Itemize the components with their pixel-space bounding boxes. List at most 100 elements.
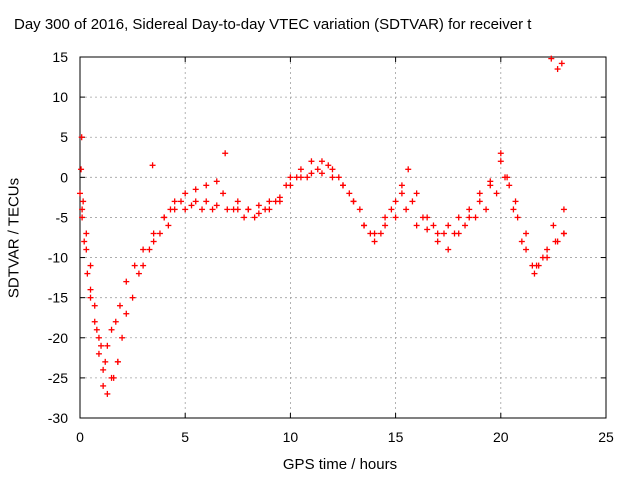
plot-frame [79,56,607,419]
data-point [119,334,126,341]
y-tick-label: 15 [52,49,68,65]
data-point [346,190,353,197]
data-point [177,198,184,205]
data-point [377,230,384,237]
data-point [150,230,157,237]
data-point [104,342,111,349]
data-point [123,278,130,285]
data-point [251,214,258,221]
data-point [213,202,220,209]
data-point [398,190,405,197]
data-point [497,150,504,157]
data-point [112,318,119,325]
x-tick-label: 0 [76,429,84,445]
data-point [392,214,399,221]
data-point [192,198,199,205]
data-point [405,166,412,173]
data-point [224,206,231,213]
y-tick-label: 10 [52,89,68,105]
data-point [149,162,156,169]
data-point [403,206,410,213]
data-point [560,230,567,237]
y-axis-label: SDTVAR / TECUs [5,177,23,299]
data-point [558,60,565,67]
x-axis-label: GPS time / hours [282,456,398,473]
data-point [371,238,378,245]
data-point [388,206,395,213]
data-point [318,158,325,165]
data-point [203,198,210,205]
data-point [392,198,399,205]
data-point [108,374,115,381]
data-point [192,186,199,193]
data-point [188,202,195,209]
data-point [329,174,336,181]
data-point [472,214,479,221]
data-point [165,222,172,229]
data-point [100,366,107,373]
x-tick-label: 5 [181,429,189,445]
data-point [544,246,551,253]
data-point [114,358,121,365]
data-point [318,170,325,177]
data-point [77,190,83,197]
data-point [203,182,210,189]
data-point [104,390,111,397]
data-point [84,270,91,277]
data-point [308,170,315,177]
data-point [304,174,311,181]
data-point [102,358,109,365]
data-point [287,174,294,181]
data-point [156,230,163,237]
data-point [98,342,105,349]
data-point [116,302,123,309]
x-tick-label: 15 [388,429,404,445]
data-point [518,238,525,245]
data-point [497,158,504,165]
y-tick-label: 5 [60,129,68,145]
data-point [100,382,107,389]
data-point [531,270,538,277]
data-point [554,66,561,73]
data-point [329,166,336,173]
data-point [81,238,88,245]
data-point [83,230,90,237]
data-point [234,198,241,205]
data-point [487,182,494,189]
data-point [476,198,483,205]
data-point [135,270,142,277]
x-tick-label: 25 [598,429,614,445]
y-tick-label: -5 [56,209,69,225]
data-point [272,198,279,205]
y-tick-label: -15 [48,290,68,306]
data-point [466,214,473,221]
data-point [523,246,530,253]
data-point [220,190,227,197]
data-point [131,262,138,269]
data-point [506,182,513,189]
data-point [108,326,115,333]
data-point [445,222,452,229]
data-point [548,55,555,62]
data-point [79,214,86,221]
data-point [512,198,519,205]
data-point [95,334,102,341]
data-point [78,166,85,173]
data-point [382,222,389,229]
data-point [150,238,157,245]
data-point [314,166,321,173]
data-point [93,326,100,333]
data-point [222,150,229,157]
data-point [230,206,237,213]
data-point [361,222,368,229]
data-point [283,182,290,189]
data-point [335,174,342,181]
data-point [502,174,509,181]
data-point [182,206,189,213]
data-point [398,182,405,189]
data-point [554,238,561,245]
data-point [78,134,85,141]
data-point [262,206,269,213]
data-point [340,182,346,189]
data-point [140,262,147,269]
